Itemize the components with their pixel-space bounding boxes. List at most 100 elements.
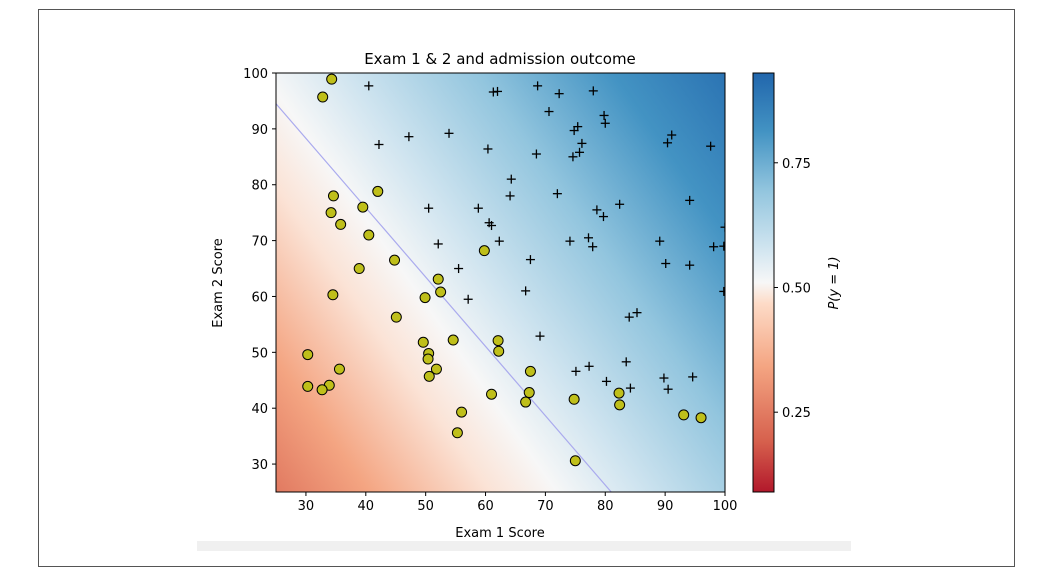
data-point-circle bbox=[423, 370, 435, 382]
data-point-circle bbox=[451, 427, 463, 439]
data-point-plus bbox=[364, 81, 374, 91]
data-point-plus bbox=[473, 203, 483, 213]
data-point-plus bbox=[601, 376, 611, 386]
data-point-plus bbox=[577, 138, 587, 148]
x-tick-label: 90 bbox=[657, 499, 674, 514]
scroll-strip bbox=[197, 541, 851, 551]
x-tick-label: 70 bbox=[537, 499, 554, 514]
decision-boundary-line bbox=[276, 103, 612, 492]
colorbar-label: P(y = 1) bbox=[827, 256, 842, 309]
data-point-circle bbox=[326, 73, 338, 85]
data-point-circle bbox=[317, 91, 329, 103]
data-point-circle bbox=[333, 363, 345, 375]
x-tick-label: 100 bbox=[713, 499, 738, 514]
data-point-circle bbox=[493, 345, 505, 357]
y-tick-label: 40 bbox=[251, 402, 268, 417]
colorbar bbox=[752, 72, 775, 493]
data-point-plus bbox=[709, 242, 719, 252]
data-point-plus bbox=[533, 81, 543, 91]
data-point-plus bbox=[598, 212, 608, 222]
data-point-plus bbox=[433, 239, 443, 249]
data-point-plus bbox=[554, 89, 564, 99]
data-point-circle bbox=[524, 365, 536, 377]
data-point-circle bbox=[353, 263, 365, 275]
plot-background bbox=[276, 73, 725, 492]
data-point-plus bbox=[584, 233, 594, 243]
data-point-plus bbox=[506, 174, 516, 184]
y-tick-label: 50 bbox=[251, 346, 268, 361]
data-point-plus bbox=[632, 308, 642, 318]
data-point-plus bbox=[661, 259, 671, 269]
data-point-circle bbox=[678, 409, 690, 421]
data-point-circle bbox=[335, 218, 347, 230]
data-point-plus bbox=[552, 189, 562, 199]
data-point-plus bbox=[624, 312, 634, 322]
data-point-circle bbox=[417, 336, 429, 348]
data-point-plus bbox=[706, 141, 716, 151]
colorbar-tick-label: 0.75 bbox=[782, 157, 811, 172]
data-point-plus bbox=[374, 140, 384, 150]
data-point-circle bbox=[419, 292, 431, 304]
data-point-circle bbox=[435, 286, 447, 298]
data-point-circle bbox=[520, 396, 532, 408]
data-point-plus bbox=[663, 138, 673, 148]
data-point-plus bbox=[621, 357, 631, 367]
data-point-plus bbox=[463, 294, 473, 304]
data-point-circle bbox=[327, 190, 339, 202]
data-point-plus bbox=[688, 372, 698, 382]
data-point-circle bbox=[486, 388, 498, 400]
data-point-circle bbox=[568, 393, 580, 405]
data-point-circle bbox=[432, 273, 444, 285]
y-tick-label: 90 bbox=[251, 123, 268, 138]
data-point-plus bbox=[575, 147, 585, 157]
data-point-plus bbox=[663, 384, 673, 394]
x-axis-label: Exam 1 Score bbox=[455, 526, 544, 541]
chart-title: Exam 1 & 2 and admission outcome bbox=[364, 50, 636, 68]
data-point-plus bbox=[505, 191, 515, 201]
x-tick-label: 30 bbox=[298, 499, 315, 514]
data-point-plus bbox=[531, 149, 541, 159]
data-point-circle bbox=[327, 289, 339, 301]
data-point-circle bbox=[390, 311, 402, 323]
y-tick-label: 70 bbox=[251, 235, 268, 250]
data-point-circle bbox=[614, 399, 626, 411]
data-point-circle bbox=[695, 412, 707, 424]
data-point-plus bbox=[667, 130, 677, 140]
data-point-circle bbox=[372, 185, 384, 197]
data-point-plus bbox=[685, 260, 695, 270]
data-point-circle bbox=[430, 363, 442, 375]
colorbar-tick-label: 0.50 bbox=[782, 281, 811, 296]
data-point-circle bbox=[478, 245, 490, 257]
data-point-plus bbox=[659, 373, 669, 383]
data-point-plus bbox=[521, 286, 531, 296]
data-point-plus bbox=[588, 86, 598, 96]
data-point-plus bbox=[404, 132, 414, 142]
data-point-plus bbox=[584, 361, 594, 371]
x-tick-label: 60 bbox=[477, 499, 494, 514]
data-point-plus bbox=[719, 241, 725, 251]
data-point-circle bbox=[492, 335, 504, 347]
data-point-circle bbox=[523, 387, 535, 399]
data-point-circle bbox=[389, 254, 401, 266]
data-point-plus bbox=[625, 383, 635, 393]
data-point-circle bbox=[363, 229, 375, 241]
data-point-plus bbox=[588, 242, 598, 252]
data-point-circle bbox=[302, 349, 314, 361]
x-tick-label: 40 bbox=[358, 499, 375, 514]
data-point-plus bbox=[494, 236, 504, 246]
data-point-plus bbox=[719, 286, 725, 296]
data-point-plus bbox=[615, 199, 625, 209]
x-tick-label: 80 bbox=[597, 499, 614, 514]
data-point-plus bbox=[487, 221, 497, 231]
data-point-plus bbox=[444, 128, 454, 138]
data-point-plus bbox=[568, 152, 578, 162]
y-tick-label: 80 bbox=[251, 179, 268, 194]
data-point-circle bbox=[456, 406, 468, 418]
data-point-plus bbox=[571, 366, 581, 376]
data-point-circle bbox=[569, 455, 581, 467]
data-point-plus bbox=[493, 86, 503, 96]
data-point-plus bbox=[544, 107, 554, 117]
data-point-circle bbox=[613, 387, 625, 399]
plot-frame bbox=[275, 72, 726, 493]
